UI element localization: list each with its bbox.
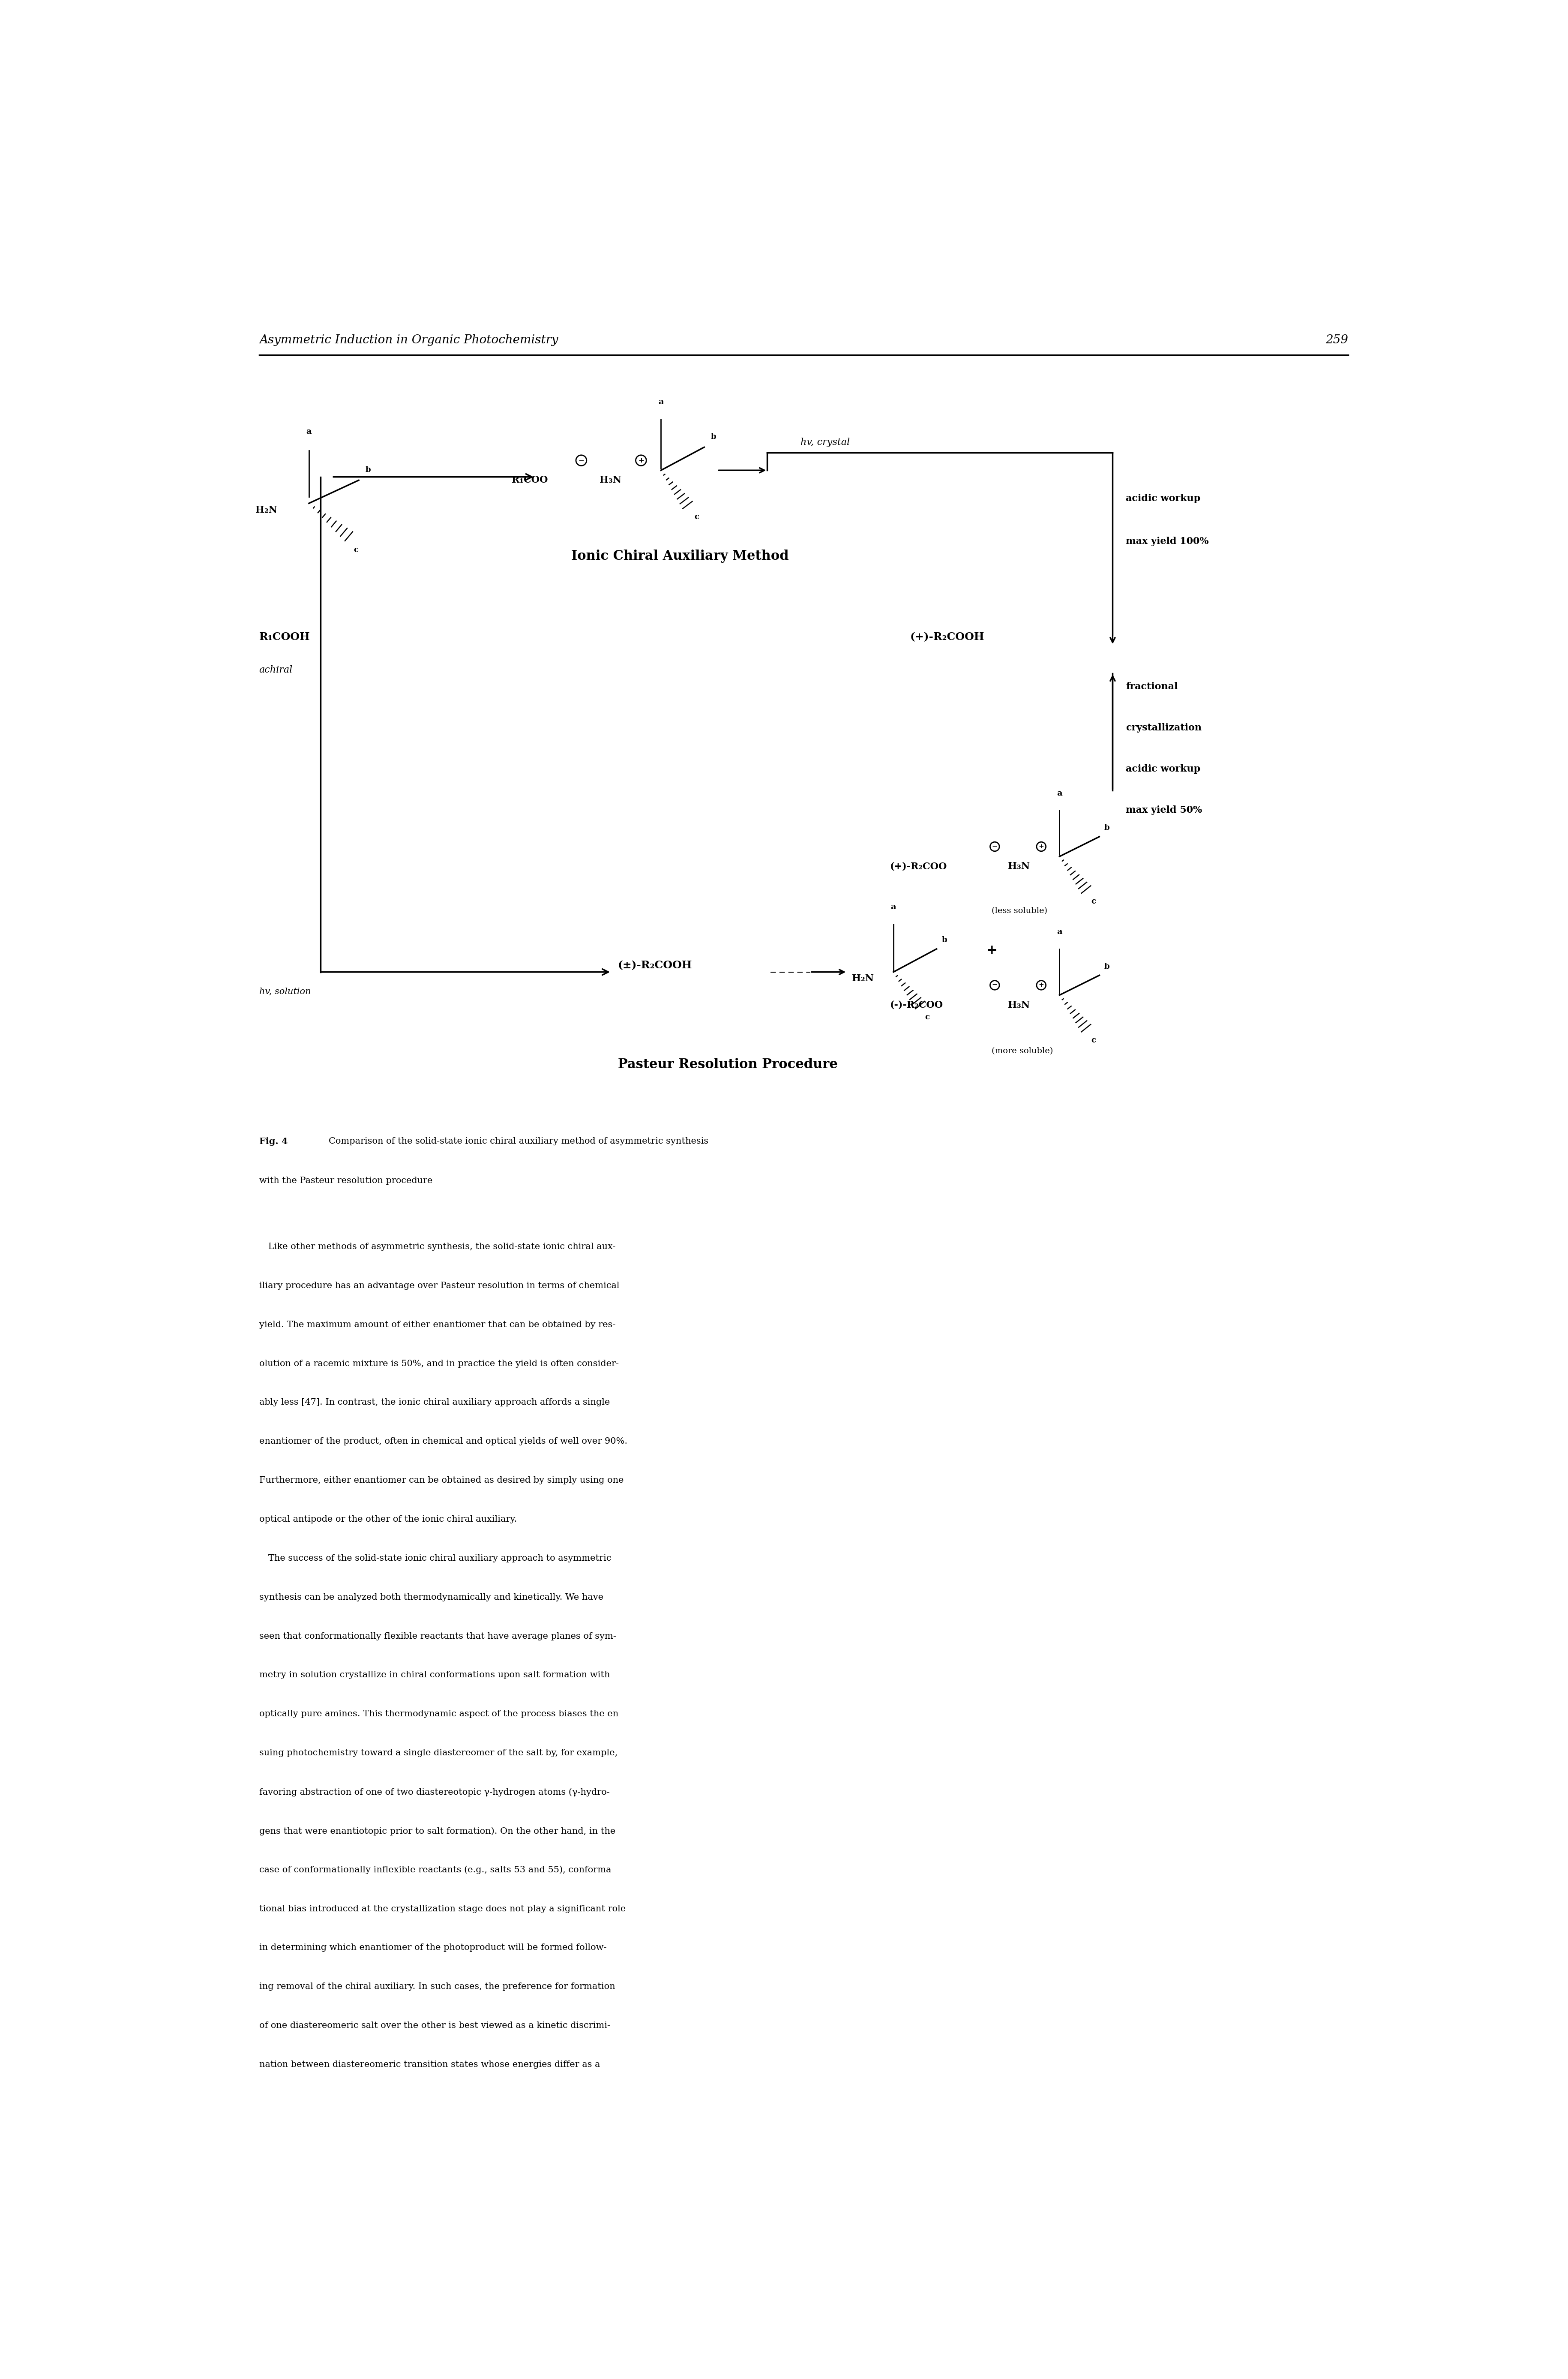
Text: H₂N: H₂N: [256, 504, 278, 514]
Text: H₃N: H₃N: [599, 476, 621, 485]
Text: Furthermore, either enantiomer can be obtained as desired by simply using one: Furthermore, either enantiomer can be ob…: [259, 1477, 624, 1484]
Text: iliary procedure has an advantage over Pasteur resolution in terms of chemical: iliary procedure has an advantage over P…: [259, 1282, 619, 1289]
Text: (more soluble): (more soluble): [991, 1047, 1052, 1054]
Text: enantiomer of the product, often in chemical and optical yields of well over 90%: enantiomer of the product, often in chem…: [259, 1437, 627, 1446]
Text: a: a: [1057, 928, 1062, 935]
Text: (+)-R₂COOH: (+)-R₂COOH: [909, 633, 985, 642]
Text: c: c: [925, 1013, 930, 1021]
Text: b: b: [942, 937, 947, 944]
Text: with the Pasteur resolution procedure: with the Pasteur resolution procedure: [259, 1178, 433, 1185]
Text: optically pure amines. This thermodynamic aspect of the process biases the en-: optically pure amines. This thermodynami…: [259, 1711, 621, 1718]
Text: (±)-R₂COOH: (±)-R₂COOH: [618, 961, 691, 971]
Text: fractional: fractional: [1126, 683, 1178, 692]
Text: H₃N: H₃N: [1008, 861, 1030, 871]
Text: +: +: [1038, 983, 1044, 987]
Text: c: c: [1091, 897, 1096, 906]
Text: Asymmetric Induction in Organic Photochemistry: Asymmetric Induction in Organic Photoche…: [259, 333, 558, 345]
Text: Like other methods of asymmetric synthesis, the solid-state ionic chiral aux-: Like other methods of asymmetric synthes…: [259, 1242, 615, 1251]
Text: −: −: [579, 457, 585, 464]
Text: hv, solution: hv, solution: [259, 987, 310, 997]
Text: olution of a racemic mixture is 50%, and in practice the yield is often consider: olution of a racemic mixture is 50%, and…: [259, 1358, 619, 1368]
Text: suing photochemistry toward a single diastereomer of the salt by, for example,: suing photochemistry toward a single dia…: [259, 1749, 618, 1758]
Text: 259: 259: [1325, 333, 1348, 345]
Text: of one diastereomeric salt over the other is best viewed as a kinetic discrimi-: of one diastereomeric salt over the othe…: [259, 2022, 610, 2029]
Text: b: b: [710, 433, 717, 440]
Text: H₃N: H₃N: [1008, 999, 1030, 1009]
Text: −: −: [993, 983, 997, 987]
Text: Ionic Chiral Auxiliary Method: Ionic Chiral Auxiliary Method: [571, 550, 789, 564]
Text: max yield 100%: max yield 100%: [1126, 538, 1209, 547]
Text: synthesis can be analyzed both thermodynamically and kinetically. We have: synthesis can be analyzed both thermodyn…: [259, 1594, 604, 1601]
Text: in determining which enantiomer of the photoproduct will be formed follow-: in determining which enantiomer of the p…: [259, 1944, 607, 1951]
Text: ably less [47]. In contrast, the ionic chiral auxiliary approach affords a singl: ably less [47]. In contrast, the ionic c…: [259, 1399, 610, 1406]
Text: +: +: [1038, 845, 1044, 849]
Text: b: b: [365, 466, 370, 473]
Text: a: a: [306, 428, 312, 435]
Text: (+)-R₂COO: (+)-R₂COO: [891, 861, 947, 871]
Text: Pasteur Resolution Procedure: Pasteur Resolution Procedure: [618, 1059, 837, 1071]
Text: c: c: [695, 514, 699, 521]
Text: favoring abstraction of one of two diastereotopic γ-hydrogen atoms (γ-hydro-: favoring abstraction of one of two diast…: [259, 1789, 610, 1796]
Text: b: b: [1104, 963, 1110, 971]
Text: (less soluble): (less soluble): [991, 906, 1047, 916]
Text: acidic workup: acidic workup: [1126, 495, 1201, 502]
Text: max yield 50%: max yield 50%: [1126, 806, 1203, 816]
Text: c: c: [1091, 1037, 1096, 1044]
Text: ing removal of the chiral auxiliary. In such cases, the preference for formation: ing removal of the chiral auxiliary. In …: [259, 1982, 615, 1991]
Text: hv, crystal: hv, crystal: [800, 438, 850, 447]
Text: a: a: [1057, 790, 1062, 797]
Text: The success of the solid-state ionic chiral auxiliary approach to asymmetric: The success of the solid-state ionic chi…: [259, 1553, 612, 1563]
Text: yield. The maximum amount of either enantiomer that can be obtained by res-: yield. The maximum amount of either enan…: [259, 1320, 615, 1330]
Text: acidic workup: acidic workup: [1126, 764, 1201, 773]
Text: +: +: [638, 457, 644, 464]
Text: Fig. 4: Fig. 4: [259, 1137, 287, 1147]
Text: Comparison of the solid-state ionic chiral auxiliary method of asymmetric synthe: Comparison of the solid-state ionic chir…: [329, 1137, 709, 1144]
Text: a: a: [659, 397, 663, 407]
Text: +: +: [986, 944, 997, 956]
Text: H₂N: H₂N: [851, 973, 873, 983]
Text: tional bias introduced at the crystallization stage does not play a significant : tional bias introduced at the crystalliz…: [259, 1906, 626, 1913]
Text: R₁COO: R₁COO: [511, 476, 547, 485]
Text: seen that conformationally flexible reactants that have average planes of sym-: seen that conformationally flexible reac…: [259, 1632, 616, 1639]
Text: achiral: achiral: [259, 666, 293, 676]
Text: metry in solution crystallize in chiral conformations upon salt formation with: metry in solution crystallize in chiral …: [259, 1670, 610, 1680]
Text: b: b: [1104, 823, 1110, 833]
Text: R₁COOH: R₁COOH: [259, 633, 310, 642]
Text: optical antipode or the other of the ionic chiral auxiliary.: optical antipode or the other of the ion…: [259, 1515, 517, 1523]
Text: gens that were enantiotopic prior to salt formation). On the other hand, in the: gens that were enantiotopic prior to sal…: [259, 1827, 615, 1834]
Text: case of conformationally inflexible reactants (e.g., salts 53 and 55), conforma-: case of conformationally inflexible reac…: [259, 1865, 615, 1875]
Text: (-)-R₂COO: (-)-R₂COO: [891, 999, 944, 1009]
Text: a: a: [891, 904, 897, 911]
Text: −: −: [993, 845, 997, 849]
Text: crystallization: crystallization: [1126, 723, 1201, 733]
Text: nation between diastereomeric transition states whose energies differ as a: nation between diastereomeric transition…: [259, 2060, 601, 2070]
Text: c: c: [354, 547, 359, 554]
